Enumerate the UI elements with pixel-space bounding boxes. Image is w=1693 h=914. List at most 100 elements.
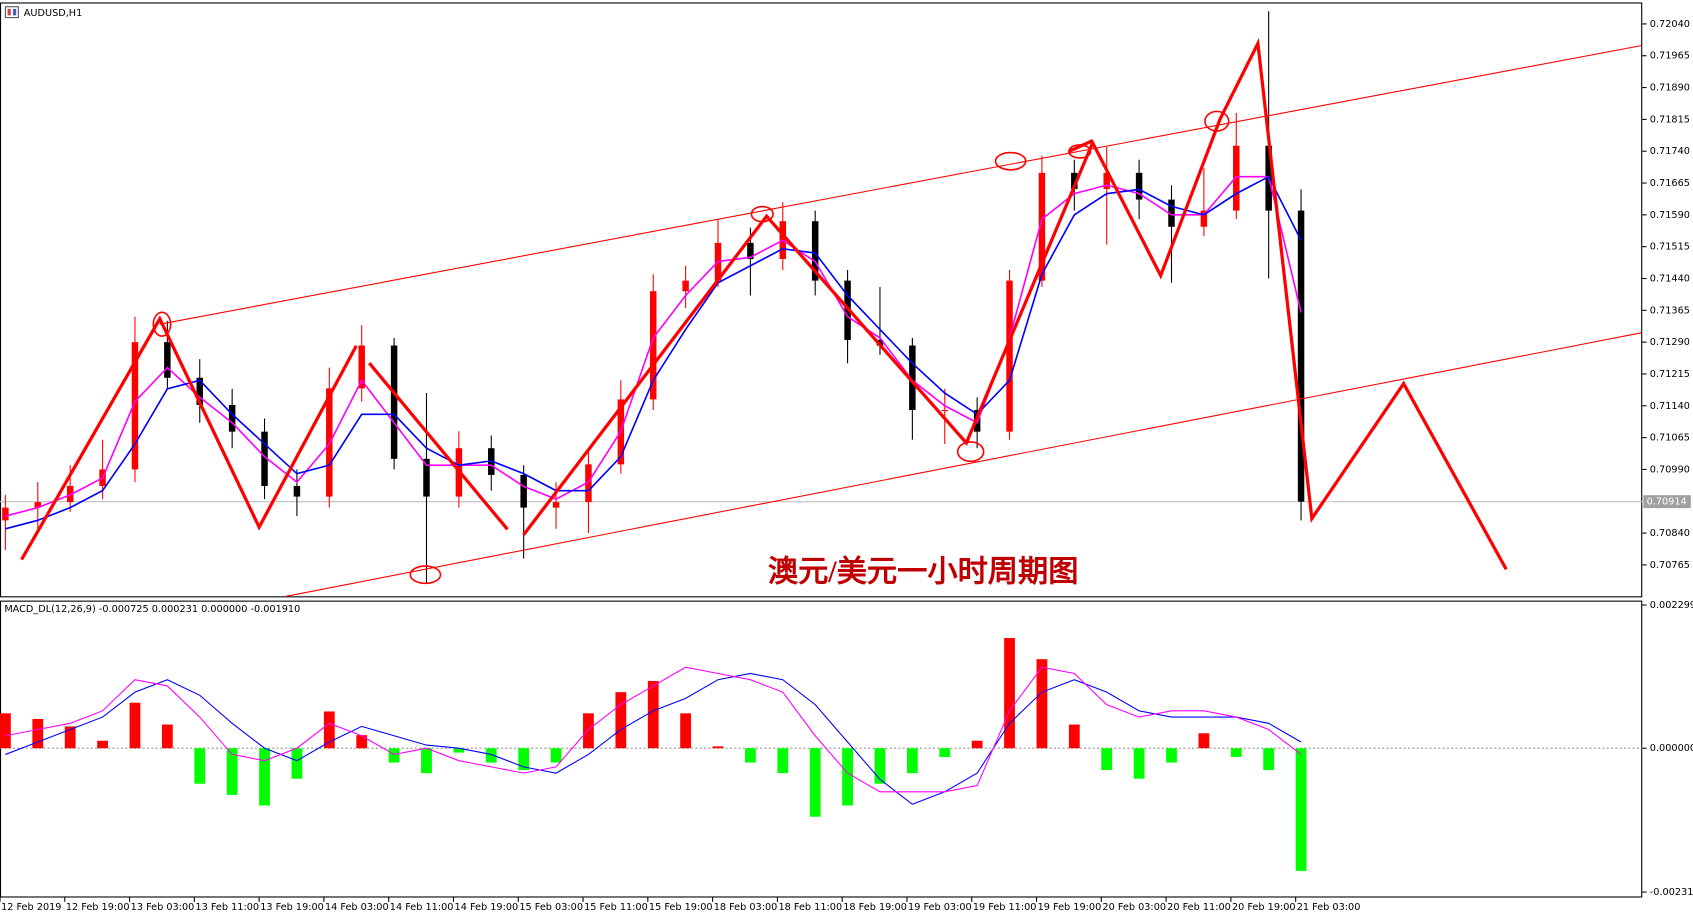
marker-ellipse	[1204, 110, 1230, 132]
x-tick-label: 21 Feb 03:00	[1297, 902, 1361, 913]
candle-body	[909, 345, 916, 411]
x-tick-label: 20 Feb 03:00	[1102, 902, 1166, 913]
x-tick-label: 12 Feb 2019	[1, 902, 61, 913]
candle-body	[1297, 210, 1305, 502]
x-tick-label: 19 Feb 19:00	[1038, 902, 1102, 913]
candle-body	[390, 345, 398, 459]
y-tick-label: 0.71740	[1650, 146, 1690, 157]
y-tick-label: 0.71065	[1650, 433, 1690, 444]
histogram-bar	[842, 748, 853, 806]
histogram-bar	[1101, 748, 1113, 771]
macd-line	[5, 666, 1302, 793]
histogram-bar	[226, 748, 238, 795]
histogram-bar	[1036, 659, 1048, 749]
histogram-bar	[161, 724, 173, 749]
histogram-bar	[388, 748, 400, 763]
moving-average	[5, 175, 1302, 530]
y-tick-label: 0.71890	[1650, 83, 1690, 94]
channel-upper	[159, 45, 1642, 325]
x-tick-label: 20 Feb 19:00	[1232, 902, 1296, 913]
candle-body	[585, 464, 592, 503]
candle-body	[1038, 172, 1046, 281]
candle-body	[747, 242, 754, 259]
histogram-bar	[64, 726, 76, 749]
histogram-bar	[906, 748, 918, 774]
candle-body	[1200, 210, 1208, 227]
chart-title: AUDUSD,H1	[24, 8, 82, 19]
histogram-bar	[874, 748, 886, 784]
candle-body	[1103, 172, 1110, 189]
x-tick-label: 18 Feb 11:00	[778, 902, 842, 913]
marker-ellipse	[409, 565, 442, 585]
zigzag	[368, 362, 509, 531]
histogram-bar	[421, 748, 432, 774]
histogram-bar	[1263, 748, 1275, 771]
x-tick-label: 13 Feb 19:00	[260, 902, 324, 913]
y-tick-label: 0.71665	[1650, 178, 1690, 189]
histogram-bar	[1004, 637, 1015, 749]
candle-body	[196, 377, 203, 405]
channel-lower	[286, 332, 1642, 597]
histogram-bar	[680, 713, 692, 749]
zigzag	[20, 315, 358, 561]
candle-body	[682, 280, 689, 292]
histogram-bar	[32, 718, 44, 749]
histogram-bar	[194, 748, 206, 784]
candle-body	[131, 342, 139, 470]
candle-body	[261, 431, 268, 486]
y-tick-label: 0.70990	[1650, 464, 1690, 475]
y-tick-label: 0.000000	[1650, 743, 1693, 754]
histogram-bar	[615, 692, 627, 749]
drawings	[20, 37, 1642, 597]
histogram-bar	[1166, 748, 1177, 763]
histogram-bar	[259, 748, 270, 806]
candle-body	[228, 404, 236, 432]
histogram-bar	[518, 748, 530, 771]
candle-body	[164, 342, 171, 378]
marker-ellipse	[1068, 144, 1092, 159]
histogram-bar	[97, 740, 108, 749]
candle-body	[941, 410, 948, 412]
y-tick-label: 0.71365	[1650, 305, 1690, 316]
y-tick-label: 0.70765	[1650, 560, 1690, 571]
histogram-bar	[291, 748, 303, 779]
y-tick-label: 0.71815	[1650, 114, 1690, 125]
x-tick-label: 15 Feb 03:00	[519, 902, 583, 913]
y-tick-label: 0.002299	[1650, 600, 1693, 611]
histogram-bar	[129, 702, 141, 749]
marker-ellipse	[152, 311, 172, 337]
histogram-bar	[745, 748, 756, 763]
histogram-bar	[323, 711, 335, 749]
marker-ellipse	[994, 151, 1027, 171]
x-tick-label: 19 Feb 11:00	[973, 902, 1037, 913]
x-tick-label: 15 Feb 11:00	[584, 902, 648, 913]
histogram-bar	[485, 748, 497, 763]
histogram-bar	[356, 735, 368, 749]
histogram-bar	[1295, 748, 1307, 871]
candle-body	[1135, 172, 1143, 200]
zigzag	[1068, 139, 1094, 153]
y-tick-label: 0.71440	[1650, 273, 1690, 284]
y-tick-label: 0.72040	[1650, 19, 1690, 30]
candle-body	[552, 502, 560, 508]
candle-body	[649, 291, 657, 400]
candle-body	[423, 458, 430, 497]
candle-body	[1233, 145, 1240, 211]
y-tick-label: 0.71515	[1650, 242, 1690, 253]
marker-ellipse	[956, 441, 985, 463]
x-tick-label: 14 Feb 11:00	[390, 902, 454, 913]
candle-body	[358, 345, 365, 389]
zigzag	[522, 37, 1508, 571]
histogram-bar	[647, 680, 659, 749]
histogram-bar	[1133, 748, 1145, 779]
histogram-bar	[971, 740, 983, 749]
candle-body	[520, 474, 527, 508]
x-tick-label: 18 Feb 19:00	[843, 902, 907, 913]
histogram-bar	[1068, 724, 1080, 749]
candle-body	[2, 507, 9, 521]
macd-title: MACD_DL(12,26,9) -0.000725 0.000231 0.00…	[4, 604, 300, 615]
x-tick-label: 14 Feb 19:00	[455, 902, 519, 913]
histogram-bar	[1198, 733, 1210, 749]
